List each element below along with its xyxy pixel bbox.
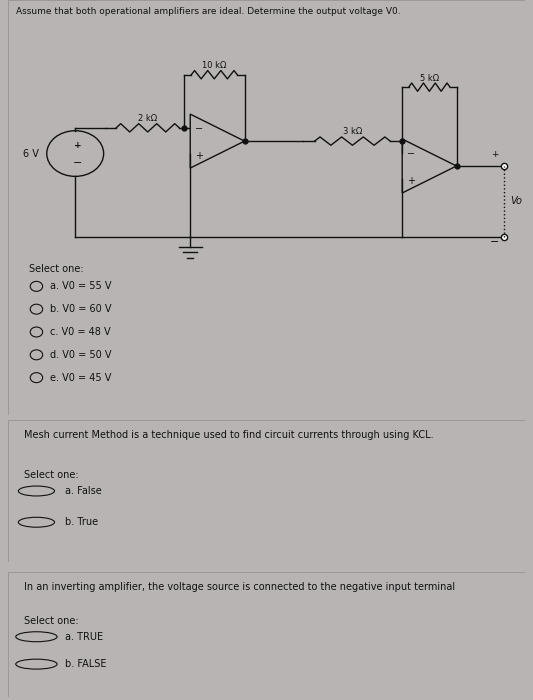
Text: +: + (491, 150, 499, 159)
Text: +: + (74, 141, 82, 150)
Text: a. TRUE: a. TRUE (65, 631, 103, 642)
Text: −: − (407, 149, 416, 160)
Text: b. V0 = 60 V: b. V0 = 60 V (51, 304, 112, 314)
Text: +: + (196, 150, 204, 160)
Text: 2 kΩ: 2 kΩ (138, 114, 157, 123)
Text: 3 kΩ: 3 kΩ (343, 127, 362, 136)
Text: −: − (490, 237, 500, 247)
Text: −: − (73, 158, 83, 168)
Text: Vo: Vo (511, 196, 522, 206)
Text: b. True: b. True (65, 517, 98, 527)
Text: Select one:: Select one: (23, 470, 78, 480)
Text: Select one:: Select one: (29, 263, 83, 274)
Text: Mesh current Method is a technique used to find circuit currents through using K: Mesh current Method is a technique used … (23, 430, 433, 440)
Text: 10 kΩ: 10 kΩ (202, 61, 227, 70)
Text: a. False: a. False (65, 486, 102, 496)
Text: −: − (196, 125, 204, 134)
Text: d. V0 = 50 V: d. V0 = 50 V (51, 350, 112, 360)
Text: a. V0 = 55 V: a. V0 = 55 V (51, 281, 112, 291)
Text: c. V0 = 48 V: c. V0 = 48 V (51, 327, 111, 337)
Text: 5 kΩ: 5 kΩ (420, 74, 439, 83)
Text: +: + (407, 176, 415, 186)
Text: b. FALSE: b. FALSE (65, 659, 107, 669)
Text: e. V0 = 45 V: e. V0 = 45 V (51, 372, 112, 383)
Text: In an inverting amplifier, the voltage source is connected to the negative input: In an inverting amplifier, the voltage s… (23, 582, 455, 592)
Text: Select one:: Select one: (23, 615, 78, 626)
Text: Assume that both operational amplifiers are ideal. Determine the output voltage : Assume that both operational amplifiers … (16, 8, 400, 17)
Text: 6 V: 6 V (23, 148, 39, 158)
